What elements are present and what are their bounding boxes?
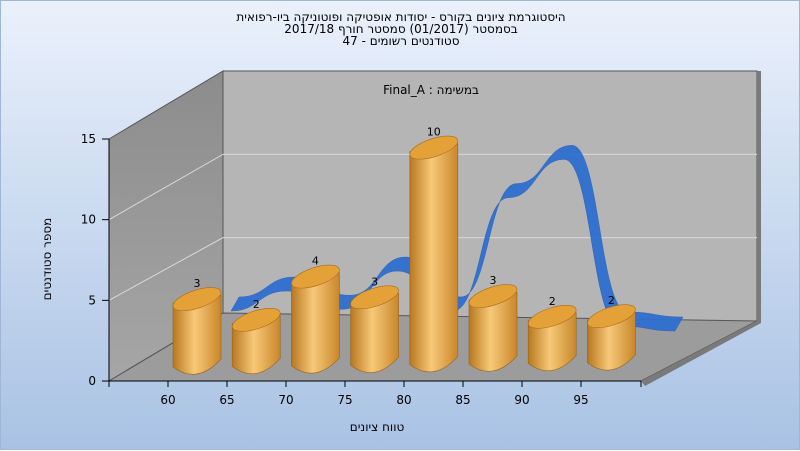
y-axis-ticks: 0 5 10 15	[81, 132, 110, 388]
bar-body	[291, 272, 340, 374]
bar-body	[409, 143, 459, 373]
chart-title: היסטוגרמת ציונים בקורס - יסודות אופטיקה …	[1, 11, 800, 47]
histogram-bar: 2	[231, 298, 281, 375]
bar-top	[172, 287, 222, 311]
y-tick-label: 0	[88, 374, 96, 388]
bar-value-label: 4	[312, 255, 319, 268]
bar-top	[468, 284, 518, 308]
x-tick-label: 60	[160, 393, 175, 407]
bar-value-label: 2	[253, 298, 260, 311]
task-annotation: במשימה : Final_A	[383, 83, 479, 97]
bar-top	[527, 304, 577, 329]
bar-value-label: 2	[608, 294, 615, 307]
bar-value-label: 3	[194, 277, 201, 290]
histogram-bar: 3	[468, 274, 518, 372]
histogram-bar: 10	[409, 126, 459, 373]
title-line-1: היסטוגרמת ציונים בקורס - יסודות אופטיקה …	[236, 10, 566, 24]
x-tick-label: 90	[514, 393, 529, 407]
x-tick-label: 65	[219, 393, 234, 407]
y-tick-label: 15	[81, 132, 96, 146]
bar-value-label: 3	[371, 275, 378, 288]
bars: 3 2 4 3 10 3 2 2	[172, 126, 636, 375]
bar-top	[587, 304, 636, 329]
bar-value-label: 2	[549, 295, 556, 308]
bar-top	[350, 285, 399, 310]
x-tick-label: 70	[278, 393, 293, 407]
histogram-bar: 3	[172, 277, 222, 375]
bar-top	[231, 307, 281, 332]
x-tick-label: 85	[455, 393, 470, 407]
bar-body	[468, 291, 518, 372]
x-tick-label: 80	[396, 393, 411, 407]
x-tick-label: 75	[337, 393, 352, 407]
distribution-curve	[230, 145, 684, 332]
bar-value-label: 3	[490, 274, 497, 287]
histogram-bar: 2	[587, 294, 636, 371]
floor-front-edge	[641, 321, 761, 386]
gridline	[108, 237, 757, 301]
y-tick-label: 10	[81, 213, 96, 227]
bar-body	[350, 292, 399, 373]
bar-top	[291, 264, 340, 289]
title-line-2: בסמסטר (01/2017) סמסטר חורף 2017/18	[284, 22, 518, 36]
y-tick-label: 5	[88, 293, 96, 307]
y-axis-title: מספר סטודנטים	[40, 218, 54, 301]
histogram-bar: 3	[350, 275, 399, 373]
bar-body	[172, 294, 222, 375]
bar-value-label: 10	[427, 126, 441, 139]
curve-ribbon	[230, 145, 684, 332]
bar-top	[409, 135, 459, 160]
histogram-bar: 4	[291, 255, 340, 374]
title-line-3: סטודנטים רשומים - 47	[342, 34, 460, 48]
x-tick-label: 95	[573, 393, 588, 407]
right-edge-shadow	[757, 71, 761, 323]
x-axis-title: טווח ציונים	[350, 420, 405, 434]
x-axis-ticks: 60 65 70 75 80 85 90 95	[108, 380, 642, 407]
histogram-bar: 2	[527, 295, 577, 372]
